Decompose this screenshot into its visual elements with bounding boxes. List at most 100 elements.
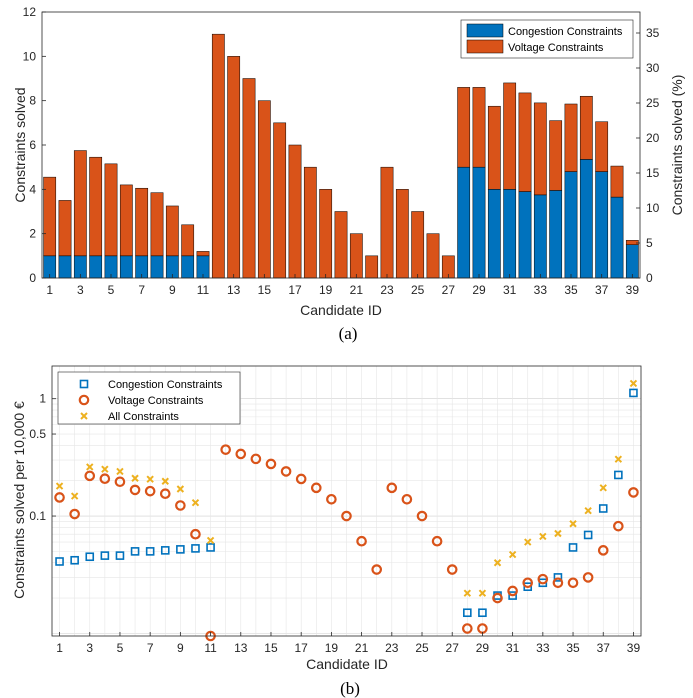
x-tick-label-b: 17 xyxy=(295,641,309,655)
point-congestion-34 xyxy=(553,573,563,582)
point-voltage-8 xyxy=(159,488,171,500)
bar-congestion-32 xyxy=(518,191,532,279)
bar-voltage-3 xyxy=(73,150,87,257)
legend-marker-circle xyxy=(78,394,90,406)
y-right-tick-label-a: 35 xyxy=(646,26,660,40)
point-all-38 xyxy=(614,455,623,463)
x-tick-label-b: 23 xyxy=(385,641,399,655)
bar-congestion-8 xyxy=(150,255,164,279)
point-all-11 xyxy=(206,536,215,545)
legend-label-voltage-b: Voltage Constraints xyxy=(108,395,204,407)
bar-voltage-19 xyxy=(319,189,333,279)
bar-voltage-22 xyxy=(365,255,379,279)
point-congestion-28 xyxy=(463,608,472,618)
bar-voltage-20 xyxy=(334,211,348,279)
point-congestion-4 xyxy=(100,551,110,560)
bar-voltage-36 xyxy=(579,95,593,160)
point-voltage-14 xyxy=(250,453,262,465)
x-tick-label-b: 33 xyxy=(536,641,550,655)
x-tick-label-b: 27 xyxy=(446,641,460,655)
bar-voltage-15 xyxy=(257,100,271,279)
y-tick-label-a: 10 xyxy=(23,49,37,63)
x-tick-label-b: 21 xyxy=(355,641,369,655)
point-voltage-17 xyxy=(295,473,307,485)
x-tick-label-b: 35 xyxy=(566,641,580,655)
bar-congestion-29 xyxy=(472,166,486,279)
legend-marker-congestion xyxy=(79,379,89,389)
x-tick-label-a: 9 xyxy=(169,283,176,297)
x-tick-label-a: 13 xyxy=(227,283,241,297)
point-voltage-6 xyxy=(129,484,141,496)
y-tick-label-a: 12 xyxy=(23,5,37,19)
bar-voltage-14 xyxy=(242,78,256,279)
bar-voltage-35 xyxy=(564,103,578,172)
bar-voltage-25 xyxy=(411,211,425,279)
bar-voltage-2 xyxy=(58,200,72,257)
point-voltage-10 xyxy=(190,528,201,540)
bar-voltage-30 xyxy=(487,105,501,190)
bar-voltage-1 xyxy=(43,176,57,257)
point-all-10 xyxy=(191,498,200,507)
panel-b-axes-box xyxy=(51,365,642,637)
point-all-34 xyxy=(554,529,562,538)
point-voltage-21 xyxy=(356,535,367,547)
bar-congestion-34 xyxy=(549,190,563,279)
bar-voltage-4 xyxy=(89,156,103,257)
point-congestion-3 xyxy=(85,552,95,562)
bar-congestion-35 xyxy=(564,171,578,279)
x-tick-label-a: 3 xyxy=(77,283,84,297)
panel-b-y-ticks: 0.1 0.5 1 xyxy=(29,392,56,523)
point-voltage-7 xyxy=(144,485,156,497)
point-voltage-38 xyxy=(613,520,624,532)
x-tick-label-a: 39 xyxy=(626,283,640,297)
bar-congestion-6 xyxy=(119,255,133,279)
point-voltage-32 xyxy=(522,577,534,589)
x-tick-label-b: 9 xyxy=(177,641,184,655)
bar-voltage-38 xyxy=(610,165,624,198)
x-tick-label-b: 13 xyxy=(234,641,248,655)
point-voltage-33 xyxy=(537,573,549,585)
bar-voltage-6 xyxy=(119,184,133,257)
y-tick-label-b: 0.1 xyxy=(29,509,46,523)
bar-voltage-26 xyxy=(426,233,440,279)
bar-voltage-33 xyxy=(533,102,547,196)
bar-voltage-9 xyxy=(165,205,179,257)
point-voltage-24 xyxy=(401,493,413,505)
x-tick-label-a: 5 xyxy=(108,283,115,297)
point-all-28 xyxy=(463,589,472,597)
point-congestion-37 xyxy=(598,504,608,513)
bar-voltage-34 xyxy=(549,120,563,191)
panel-a-x-ticks: 1 3 5 7 9 11 13 15 17 19 21 23 25 27 29 31 33 35 37 39 xyxy=(46,274,639,297)
point-all-36 xyxy=(584,507,592,515)
panel-b-x-ticks: 1 3 5 7 9 11 13 15 17 19 21 23 25 27 29 31 33 35 37 39 xyxy=(56,632,640,655)
point-congestion-29 xyxy=(478,608,487,618)
point-all-7 xyxy=(146,475,154,483)
y-right-tick-label-a: 25 xyxy=(646,96,660,110)
y-right-tick-label-a: 15 xyxy=(646,166,660,180)
point-voltage-26 xyxy=(431,535,443,547)
y-right-tick-label-a: 30 xyxy=(646,61,660,75)
bar-voltage-5 xyxy=(104,163,118,257)
x-tick-label-b: 7 xyxy=(147,641,154,655)
point-congestion-2 xyxy=(70,555,79,565)
x-tick-label-b: 29 xyxy=(476,641,490,655)
y-right-tick-label-a: 20 xyxy=(646,131,660,145)
point-all-2 xyxy=(70,492,79,500)
x-tick-label-b: 25 xyxy=(415,641,429,655)
bar-congestion-39 xyxy=(625,244,639,279)
legend-swatch-congestion xyxy=(466,23,504,38)
point-voltage-31 xyxy=(507,585,518,597)
point-all-39 xyxy=(629,379,638,388)
panel-a-chart: 1 3 5 7 9 11 13 15 17 19 21 23 25 27 29 31 33 35 37 39 0246… xyxy=(12,5,685,343)
point-congestion-38 xyxy=(614,470,623,480)
bar-voltage-16 xyxy=(273,122,287,279)
point-voltage-39 xyxy=(628,487,639,498)
legend-marker-all xyxy=(80,412,88,420)
x-tick-label-b: 39 xyxy=(627,641,641,655)
point-voltage-27 xyxy=(446,564,458,575)
legend-label-all-b: All Constraints xyxy=(108,411,179,423)
bar-voltage-13 xyxy=(227,56,241,279)
point-all-3 xyxy=(86,463,94,471)
point-voltage-13 xyxy=(235,448,247,460)
